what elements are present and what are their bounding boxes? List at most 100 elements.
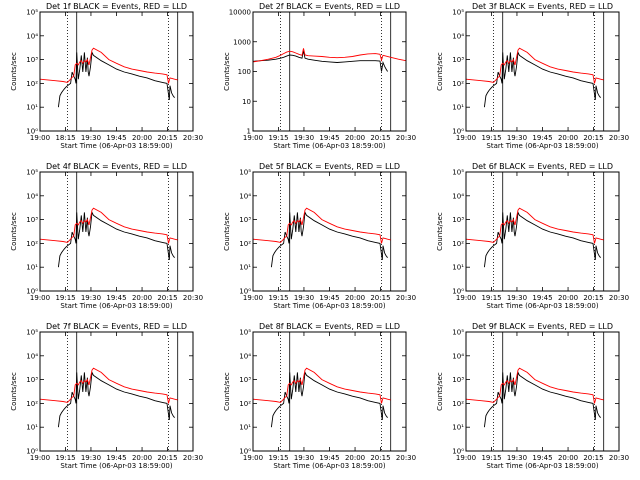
x-tick-label: 20:15 xyxy=(157,294,177,302)
y-tick-label: 10³ xyxy=(239,376,251,384)
y-tick-label: 10⁵ xyxy=(239,169,251,177)
panel-title: Det 8f BLACK = Events, RED = LLD xyxy=(259,322,400,331)
x-tick-label: 20:00 xyxy=(345,134,365,142)
y-tick-label: 10¹ xyxy=(452,264,464,272)
x-tick-label: 19:30 xyxy=(81,294,101,302)
x-tick-label: 20:00 xyxy=(345,454,365,462)
x-tick-label: 19:00 xyxy=(456,134,476,142)
panel-title: Det 7f BLACK = Events, RED = LLD xyxy=(46,322,187,331)
x-tick-label: 19:15 xyxy=(268,134,288,142)
x-tick-label: 19:00 xyxy=(30,454,50,462)
y-tick-label: 10⁴ xyxy=(26,352,38,360)
lld-series-line xyxy=(40,207,178,244)
plot-frame xyxy=(39,331,194,452)
plot-frame xyxy=(252,11,407,132)
plot-frame xyxy=(465,11,620,132)
x-tick-label: 20:00 xyxy=(132,454,152,462)
plot-frame xyxy=(252,331,407,452)
y-axis-label: Counts/sec xyxy=(436,372,444,411)
x-axis-label: Start Time (06-Apr-03 18:59:00) xyxy=(273,142,385,150)
x-axis-label: Start Time (06-Apr-03 18:59:00) xyxy=(60,462,172,470)
x-tick-label: 19:00 xyxy=(30,134,50,142)
x-tick-label: 19:00 xyxy=(456,294,476,302)
lld-series-line xyxy=(466,367,604,404)
x-axis-label: Start Time (06-Apr-03 18:59:00) xyxy=(273,462,385,470)
y-tick-label: 10⁵ xyxy=(452,169,464,177)
panel-title: Det 5f BLACK = Events, RED = LLD xyxy=(259,162,400,171)
y-tick-label: 10⁵ xyxy=(26,9,38,17)
x-tick-label: 20:30 xyxy=(183,134,203,142)
y-tick-label: 10³ xyxy=(239,216,251,224)
x-tick-label: 19:30 xyxy=(507,294,527,302)
x-tick-label: 20:30 xyxy=(396,134,416,142)
y-tick-label: 10³ xyxy=(452,376,464,384)
y-tick-label: 10⁴ xyxy=(452,352,464,360)
y-tick-label: 10¹ xyxy=(26,424,38,432)
chart-panel-8: Det 8f BLACK = Events, RED = LLD 10⁰ 10¹ 10… xyxy=(223,322,416,470)
y-tick-label: 10³ xyxy=(452,56,464,64)
x-tick-label: 19:15 xyxy=(481,134,501,142)
y-tick-label: 10³ xyxy=(26,216,38,224)
x-tick-label: 19:15 xyxy=(268,454,288,462)
y-tick-label: 100 xyxy=(238,68,251,76)
y-tick-label: 10 xyxy=(242,98,251,106)
y-tick-label: 10⁵ xyxy=(26,329,38,337)
x-tick-label: 19:30 xyxy=(81,134,101,142)
x-tick-label: 20:00 xyxy=(345,294,365,302)
chart-panel-4: Det 4f BLACK = Events, RED = LLD 10⁰ 10¹ 10… xyxy=(10,162,203,310)
lld-series-line xyxy=(466,207,604,244)
y-tick-label: 10² xyxy=(452,240,464,248)
y-tick-label: 10¹ xyxy=(239,424,251,432)
y-axis-label: Counts/sec xyxy=(223,52,231,91)
y-tick-label: 10² xyxy=(26,240,38,248)
x-tick-label: 19:45 xyxy=(532,134,552,142)
y-axis-label: Counts/sec xyxy=(436,52,444,91)
y-tick-label: 10⁵ xyxy=(239,329,251,337)
y-tick-label: 1000 xyxy=(233,38,251,46)
chart-panel-6: Det 6f BLACK = Events, RED = LLD 10⁰ 10¹ 10… xyxy=(436,162,629,310)
x-tick-label: 19:45 xyxy=(106,134,126,142)
x-tick-label: 19:15 xyxy=(481,454,501,462)
events-series-line xyxy=(483,210,601,268)
panel-title: Det 4f BLACK = Events, RED = LLD xyxy=(46,162,187,171)
y-axis-label: Counts/sec xyxy=(10,372,18,411)
panel-title: Det 6f BLACK = Events, RED = LLD xyxy=(472,162,613,171)
y-tick-label: 10⁰ xyxy=(452,448,464,456)
lld-series-line xyxy=(40,47,178,84)
y-tick-label: 10¹ xyxy=(26,264,38,272)
x-tick-label: 19:30 xyxy=(507,134,527,142)
y-tick-label: 10⁵ xyxy=(452,329,464,337)
y-tick-label: 10⁰ xyxy=(26,448,38,456)
x-tick-label: 20:30 xyxy=(396,294,416,302)
y-tick-label: 10⁰ xyxy=(239,448,251,456)
y-axis-label: Counts/sec xyxy=(10,52,18,91)
y-tick-label: 10⁴ xyxy=(452,192,464,200)
x-tick-label: 20:15 xyxy=(157,454,177,462)
x-tick-label: 20:00 xyxy=(132,294,152,302)
chart-panel-5: Det 5f BLACK = Events, RED = LLD 10⁰ 10¹ 10… xyxy=(223,162,416,310)
x-tick-label: 19:30 xyxy=(294,454,314,462)
y-tick-label: 10³ xyxy=(26,56,38,64)
y-axis-label: Counts/sec xyxy=(10,212,18,251)
y-tick-label: 10² xyxy=(239,400,251,408)
plot-frame xyxy=(465,331,620,452)
x-tick-label: 19:30 xyxy=(294,294,314,302)
x-axis-label: Start Time (06-Apr-03 18:59:00) xyxy=(486,142,598,150)
x-tick-label: 19:45 xyxy=(319,294,339,302)
x-tick-label: 19:45 xyxy=(319,454,339,462)
x-tick-label: 19:45 xyxy=(106,294,126,302)
x-axis-label: Start Time (06-Apr-03 18:59:00) xyxy=(273,302,385,310)
x-tick-label: 20:15 xyxy=(583,294,603,302)
y-tick-label: 10⁰ xyxy=(26,288,38,296)
y-tick-label: 10⁴ xyxy=(452,32,464,40)
chart-panel-2: Det 2f BLACK = Events, RED = LLD 1 10 100 10… xyxy=(223,2,416,150)
x-tick-label: 19:15 xyxy=(481,294,501,302)
y-tick-label: 10² xyxy=(452,80,464,88)
events-series-line xyxy=(270,370,388,428)
y-tick-label: 1 xyxy=(247,128,251,136)
y-tick-label: 10² xyxy=(26,80,38,88)
y-tick-label: 10³ xyxy=(26,376,38,384)
x-tick-label: 20:00 xyxy=(132,134,152,142)
events-series-line xyxy=(253,50,388,72)
lld-series-line xyxy=(40,367,178,404)
